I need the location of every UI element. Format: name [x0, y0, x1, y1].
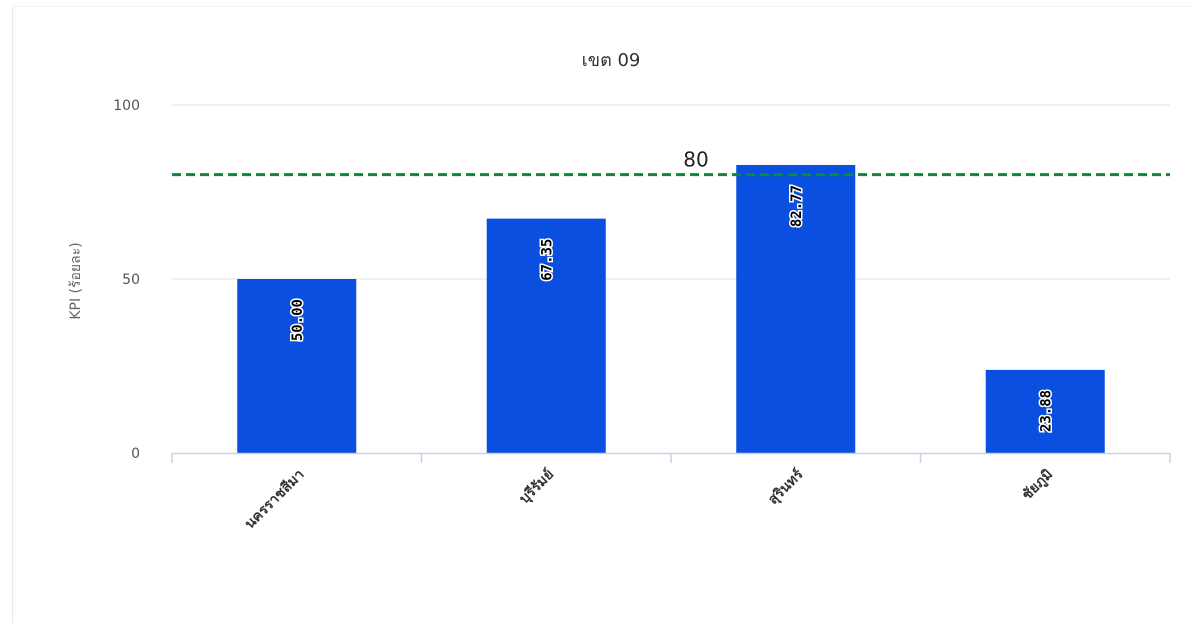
data-labels: 50.00 67.35 82.77 23.88 [288, 183, 1056, 433]
x-tick-label: สุรินทร์ [765, 465, 807, 507]
x-tick-label: บุรีรัมย์ [516, 466, 557, 507]
data-label: 82.77 [789, 185, 805, 227]
chart-container [12, 6, 1193, 623]
x-tick-label: นครราชสีมา [242, 467, 308, 533]
bar[interactable] [237, 279, 357, 453]
bar[interactable] [486, 218, 606, 453]
y-tick-label: 0 [131, 446, 140, 462]
bar[interactable] [736, 164, 856, 454]
data-label: 50.00 [290, 299, 306, 341]
data-label: 23.88 [1038, 390, 1054, 432]
chart-title: เขต 09 [582, 50, 641, 71]
bars [237, 164, 1105, 454]
reference-line-label: 80 [683, 148, 708, 172]
y-tick-label: 50 [122, 272, 140, 288]
reference-line-group: 80 [172, 148, 1170, 177]
y-tick-label: 100 [113, 98, 140, 114]
x-tick-label: ชัยภูมิ [1019, 467, 1056, 504]
bar[interactable] [985, 369, 1105, 453]
data-label: 67.35 [539, 239, 555, 281]
x-axis: นครราชสีมา บุรีรัมย์ สุรินทร์ ชัยภูมิ [171, 452, 1171, 533]
y-axis-label: KPI (ร้อยละ) [68, 242, 84, 319]
